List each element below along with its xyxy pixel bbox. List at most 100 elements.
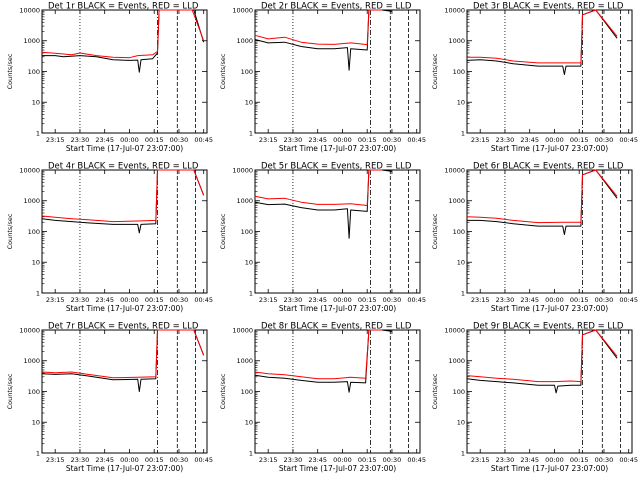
x-tick-label: 23:45 — [95, 136, 114, 144]
y-tick-label: 10 — [457, 419, 465, 427]
events-series-line — [41, 329, 205, 392]
x-tick-label: 00:45 — [619, 456, 638, 464]
x-tick-label: 00:45 — [407, 296, 426, 304]
x-tick-label: 00:00 — [120, 296, 139, 304]
y-axis-label: Counts/sec — [431, 373, 439, 409]
events-series-line — [254, 329, 392, 393]
y-tick-label: 1 — [249, 449, 253, 457]
x-tick-label: 00:00 — [333, 296, 352, 304]
lld-series-line — [41, 169, 205, 223]
lld-series-line — [41, 9, 205, 59]
x-tick-label: 00:30 — [170, 456, 189, 464]
y-tick-label: 1000 — [236, 357, 253, 365]
x-tick-label: 00:15 — [145, 296, 164, 304]
x-tick-label: 23:45 — [520, 296, 539, 304]
y-tick-label: 10 — [245, 259, 253, 267]
events-series-line — [42, 9, 205, 73]
x-tick-label: 23:15 — [259, 296, 278, 304]
events-series-line — [466, 329, 618, 394]
x-tick-label: 23:15 — [471, 456, 490, 464]
x-tick-label: 00:15 — [145, 136, 164, 144]
x-tick-label: 00:30 — [383, 136, 402, 144]
x-tick-label: 00:00 — [120, 136, 139, 144]
plot-frame — [254, 329, 421, 454]
y-tick-label: 10000 — [444, 6, 465, 14]
y-axis-label: Counts/sec — [431, 53, 439, 89]
y-axis-label: Counts/sec — [219, 213, 227, 249]
x-tick-label: 00:30 — [595, 296, 614, 304]
y-tick-label: 10 — [245, 419, 253, 427]
x-axis-label: Start Time (17-Jul-07 23:07:00) — [491, 464, 608, 473]
x-axis-label: Start Time (17-Jul-07 23:07:00) — [279, 144, 396, 153]
x-tick-label: 23:45 — [95, 296, 114, 304]
detector-panel-2: Det 2r BLACK = Events, RED = LLD 1 10 100 10… — [219, 2, 426, 154]
y-tick-label: 100 — [28, 388, 40, 396]
x-tick-label: 00:45 — [194, 136, 213, 144]
y-axis-label: Counts/sec — [6, 53, 14, 89]
lld-series-line — [466, 169, 618, 224]
detector-panel-1: Det 1r BLACK = Events, RED = LLD 1 10 100 10… — [6, 2, 213, 154]
y-tick-label: 10000 — [444, 326, 465, 334]
lld-series-line — [254, 329, 383, 380]
y-tick-label: 100 — [453, 68, 465, 76]
y-tick-label: 1000 — [448, 197, 465, 205]
plot-frame — [41, 169, 208, 294]
x-tick-label: 23:45 — [308, 296, 327, 304]
x-tick-label: 00:15 — [358, 136, 377, 144]
detector-panel-8: Det 8r BLACK = Events, RED = LLD 1 10 100 10… — [219, 322, 426, 474]
y-tick-label: 100 — [453, 388, 465, 396]
x-tick-label: 00:15 — [570, 296, 589, 304]
plot-frame — [466, 329, 633, 454]
panel-title: Det 3r BLACK = Events, RED = LLD — [473, 2, 624, 12]
events-series-line — [466, 9, 618, 75]
x-tick-label: 00:00 — [545, 296, 564, 304]
y-tick-label: 100 — [241, 68, 253, 76]
y-tick-label: 10000 — [232, 6, 253, 14]
y-tick-label: 10 — [32, 259, 40, 267]
y-tick-label: 1 — [36, 289, 40, 297]
x-tick-label: 00:45 — [619, 296, 638, 304]
x-axis-label: Start Time (17-Jul-07 23:07:00) — [66, 464, 183, 473]
y-tick-label: 1 — [461, 129, 465, 137]
y-tick-label: 10000 — [19, 326, 40, 334]
y-tick-label: 1 — [249, 129, 253, 137]
x-tick-label: 23:45 — [520, 456, 539, 464]
x-axis-label: Start Time (17-Jul-07 23:07:00) — [491, 144, 608, 153]
y-tick-label: 100 — [453, 228, 465, 236]
x-tick-label: 23:15 — [471, 136, 490, 144]
y-tick-label: 1000 — [236, 197, 253, 205]
y-tick-label: 10000 — [444, 166, 465, 174]
lld-series-line — [467, 9, 618, 64]
y-axis-label: Counts/sec — [6, 373, 14, 409]
panel-title: Det 2r BLACK = Events, RED = LLD — [261, 2, 412, 12]
y-tick-label: 1000 — [23, 197, 40, 205]
y-tick-label: 1 — [36, 449, 40, 457]
x-tick-label: 23:30 — [496, 296, 515, 304]
y-tick-label: 1000 — [448, 37, 465, 45]
x-tick-label: 00:30 — [595, 456, 614, 464]
x-tick-label: 23:30 — [284, 456, 303, 464]
panel-title: Det 8r BLACK = Events, RED = LLD — [261, 322, 412, 332]
x-tick-label: 00:00 — [545, 136, 564, 144]
y-tick-label: 10 — [457, 259, 465, 267]
x-tick-label: 00:30 — [170, 136, 189, 144]
plot-frame — [254, 169, 421, 294]
x-axis-label: Start Time (17-Jul-07 23:07:00) — [279, 464, 396, 473]
y-tick-label: 1 — [36, 129, 40, 137]
y-tick-label: 1000 — [23, 37, 40, 45]
x-tick-label: 00:45 — [407, 456, 426, 464]
panel-title: Det 1r BLACK = Events, RED = LLD — [48, 2, 199, 12]
plot-frame — [41, 9, 208, 134]
x-tick-label: 00:00 — [333, 456, 352, 464]
x-axis-label: Start Time (17-Jul-07 23:07:00) — [491, 304, 608, 313]
y-tick-label: 1000 — [448, 357, 465, 365]
x-axis-label: Start Time (17-Jul-07 23:07:00) — [66, 144, 183, 153]
y-tick-label: 1 — [461, 289, 465, 297]
x-tick-label: 23:15 — [46, 296, 65, 304]
x-tick-label: 23:45 — [95, 456, 114, 464]
y-axis-label: Counts/sec — [219, 53, 227, 89]
detector-panel-5: Det 5r BLACK = Events, RED = LLD 1 10 100 10… — [219, 162, 426, 314]
x-tick-label: 23:30 — [71, 456, 90, 464]
x-tick-label: 23:30 — [284, 296, 303, 304]
